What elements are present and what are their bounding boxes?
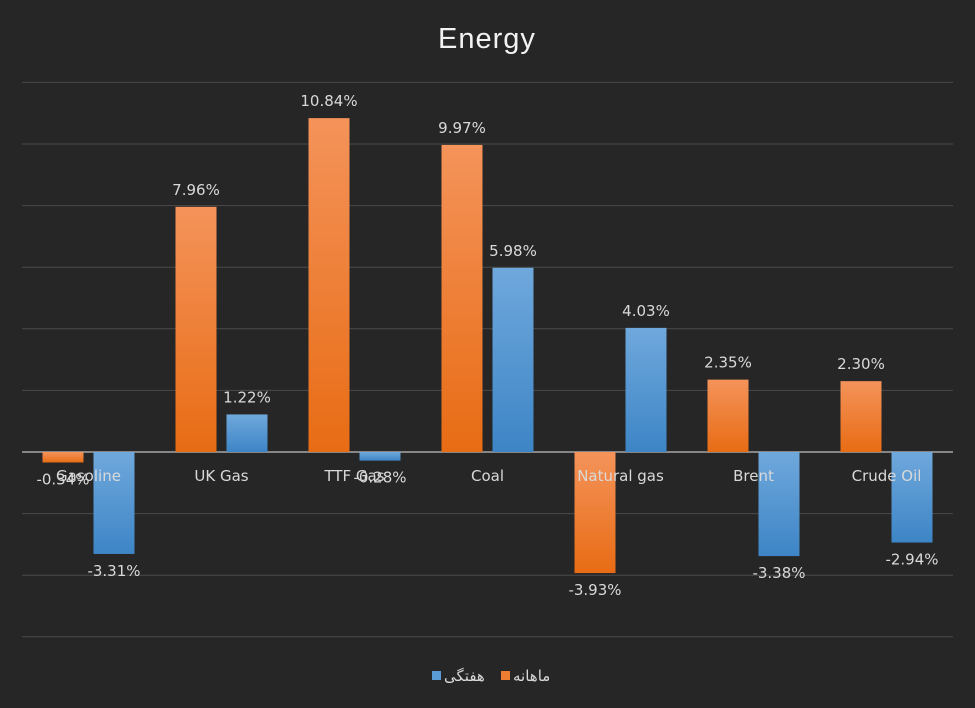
bar-weekly-gasoline bbox=[93, 452, 135, 554]
data-label: -3.93% bbox=[568, 581, 621, 599]
bar-weekly-crude-oil bbox=[891, 452, 933, 543]
chart-title: Energy bbox=[438, 23, 536, 55]
data-label: 9.97% bbox=[438, 119, 486, 137]
data-label: 5.98% bbox=[489, 242, 537, 260]
data-label: 10.84% bbox=[300, 92, 357, 110]
category-label: UK Gas bbox=[194, 467, 248, 485]
bar-monthly-uk-gas bbox=[175, 206, 217, 452]
data-label: 2.30% bbox=[837, 355, 885, 373]
legend-swatch-monthly bbox=[501, 671, 510, 680]
legend-label-monthly: ماهانه bbox=[513, 667, 550, 685]
data-label: -0.28% bbox=[353, 469, 406, 487]
bar-weekly-uk-gas bbox=[226, 414, 268, 452]
data-labels: -0.34% -3.31% 7.96% 1.22% 10.84% -0.28% 9.97% 5… bbox=[36, 92, 938, 599]
data-label: -3.38% bbox=[752, 564, 805, 582]
data-label: 7.96% bbox=[172, 181, 220, 199]
legend: هفتگی ماهانه bbox=[432, 667, 550, 685]
bar-weekly-natural-gas bbox=[625, 327, 667, 452]
data-label: -0.34% bbox=[36, 470, 89, 488]
bar-monthly-gasoline bbox=[42, 452, 84, 463]
data-label: -3.31% bbox=[87, 562, 140, 580]
bar-weekly-ttf-gas bbox=[359, 452, 401, 461]
bar-weekly-brent bbox=[758, 452, 800, 557]
category-label: Coal bbox=[471, 467, 504, 485]
category-label: Gasoline bbox=[56, 467, 121, 485]
gridlines bbox=[22, 81, 953, 638]
bar-weekly-coal bbox=[492, 267, 534, 452]
bar-monthly-coal bbox=[441, 144, 483, 452]
bar-monthly-natural-gas bbox=[574, 452, 616, 574]
bar-monthly-brent bbox=[707, 379, 749, 452]
bar-monthly-crude-oil bbox=[840, 381, 882, 452]
data-label: -2.94% bbox=[885, 551, 938, 569]
category-label: TTF Gas bbox=[323, 467, 384, 485]
category-label: Natural gas bbox=[577, 467, 664, 485]
bar-monthly-ttf-gas bbox=[308, 118, 350, 453]
legend-swatch-weekly bbox=[432, 671, 441, 680]
data-label: 1.22% bbox=[223, 388, 271, 406]
category-label: Brent bbox=[733, 467, 774, 485]
category-label: Crude Oil bbox=[852, 467, 922, 485]
bars bbox=[42, 118, 933, 574]
legend-label-weekly: هفتگی bbox=[444, 667, 485, 685]
data-label: 4.03% bbox=[622, 302, 670, 320]
data-label: 2.35% bbox=[704, 354, 752, 372]
category-labels: Gasoline UK Gas TTF Gas Coal Natural gas Bren… bbox=[56, 467, 921, 485]
